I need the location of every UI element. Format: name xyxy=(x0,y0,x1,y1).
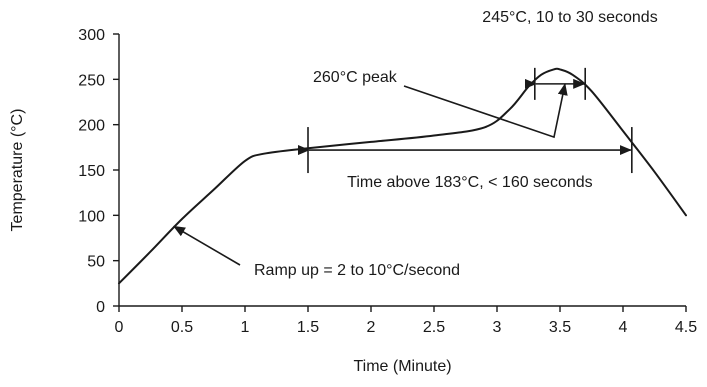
time-above-annotation: Time above 183°C, < 160 seconds xyxy=(298,127,633,191)
y-tick-label: 100 xyxy=(78,208,105,225)
x-tick-label: 1.5 xyxy=(297,319,319,336)
y-tick-label: 50 xyxy=(87,254,105,271)
y-tick-label: 150 xyxy=(78,163,105,180)
x-tick-label: 1 xyxy=(241,319,250,336)
y-tick-label: 300 xyxy=(78,27,105,44)
y-tick-label: 200 xyxy=(78,118,105,135)
ramp-leader-arrow xyxy=(173,225,241,266)
x-tick-label: 3 xyxy=(493,319,502,336)
ramp-annotation: Ramp up = 2 to 10°C/second xyxy=(173,225,460,279)
x-tick-label: 0 xyxy=(115,319,124,336)
x-tick-label: 3.5 xyxy=(549,319,571,336)
time-above-label: Time above 183°C, < 160 seconds xyxy=(347,174,593,191)
x-axis-title: Time (Minute) xyxy=(353,358,451,375)
peak-annotation: 260°C peak xyxy=(313,69,568,139)
peak-leader-arrow xyxy=(403,83,568,139)
x-tick-label: 0.5 xyxy=(171,319,193,336)
x-tick-label: 4 xyxy=(619,319,628,336)
y-ticks: 0 50 100 150 200 250 300 xyxy=(78,27,119,316)
x-tick-label: 4.5 xyxy=(675,319,697,336)
x-tick-label: 2.5 xyxy=(423,319,445,336)
ramp-label: Ramp up = 2 to 10°C/second xyxy=(254,262,460,279)
peak-label: 260°C peak xyxy=(313,69,398,86)
x-tick-label: 2 xyxy=(367,319,376,336)
peak-window-label: 245°C, 10 to 30 seconds xyxy=(482,9,657,26)
peak-window-annotation: 245°C, 10 to 30 seconds xyxy=(482,9,658,100)
y-axis-title: Temperature (°C) xyxy=(9,109,26,232)
temperature-profile-line xyxy=(118,67,687,285)
y-tick-label: 250 xyxy=(78,72,105,89)
x-ticks: 0 0.5 1 1.5 2 2.5 3 3.5 4 4.5 xyxy=(115,306,697,336)
y-tick-label: 0 xyxy=(96,299,105,316)
